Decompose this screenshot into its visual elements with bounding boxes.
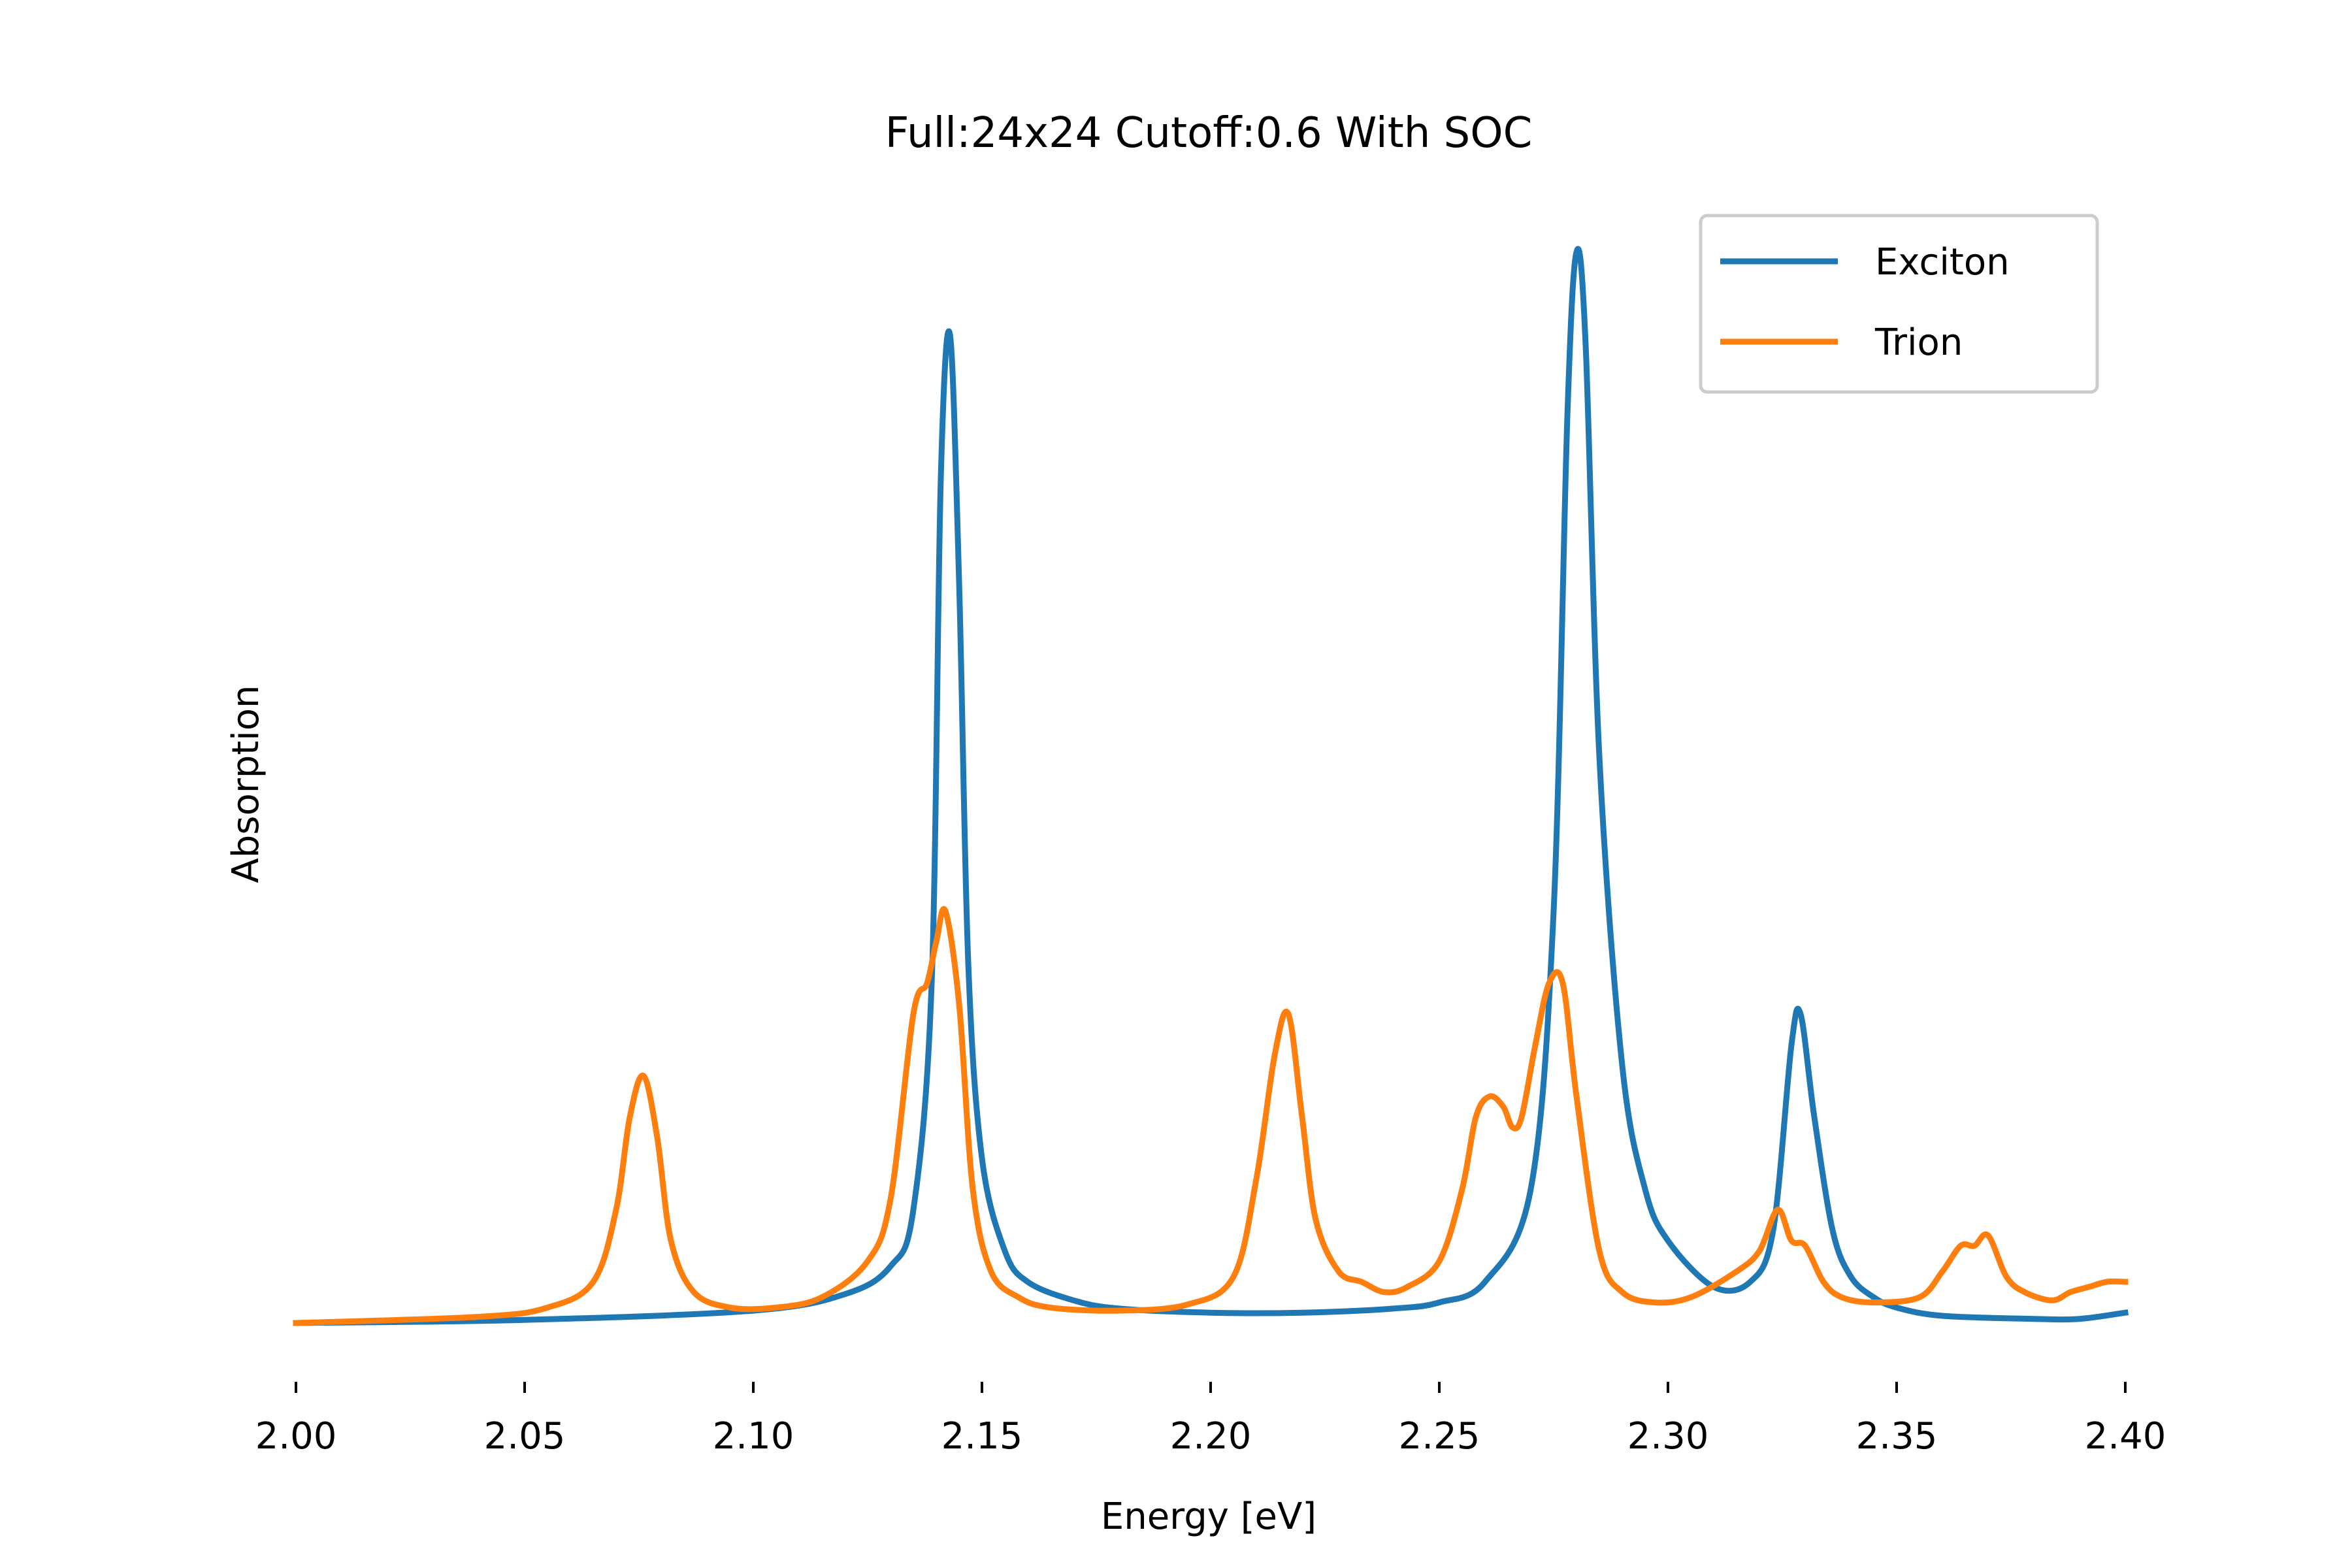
x-tick-label: 2.40 xyxy=(2085,1415,2166,1458)
x-tick-label: 2.05 xyxy=(484,1415,566,1458)
series-line-trion xyxy=(293,906,2129,1326)
x-tick-label: 2.25 xyxy=(1399,1415,1480,1458)
y-axis-label: Absorption xyxy=(225,685,267,883)
series-line-exciton xyxy=(293,246,2129,1326)
x-axis-label: Energy [eV] xyxy=(1101,1495,1316,1538)
x-tick-label: 2.10 xyxy=(713,1415,794,1458)
legend-label-exciton: Exciton xyxy=(1875,241,2010,284)
x-tick-label: 2.15 xyxy=(941,1415,1023,1458)
legend-label-trion: Trion xyxy=(1874,321,1963,364)
x-tick-label: 2.00 xyxy=(255,1415,337,1458)
x-tick-label: 2.35 xyxy=(1856,1415,1938,1458)
x-tick-label: 2.30 xyxy=(1627,1415,1709,1458)
x-axis-ticks: 2.00 2.05 2.10 2.15 2.20 2.25 2.30 2.35 2.40 xyxy=(255,1382,2166,1458)
x-tick-label: 2.20 xyxy=(1170,1415,1252,1458)
chart-title: Full:24x24 Cutoff:0.6 With SOC xyxy=(885,109,1533,157)
plot-area xyxy=(293,246,2129,1326)
legend: Exciton Trion xyxy=(1699,214,2099,394)
